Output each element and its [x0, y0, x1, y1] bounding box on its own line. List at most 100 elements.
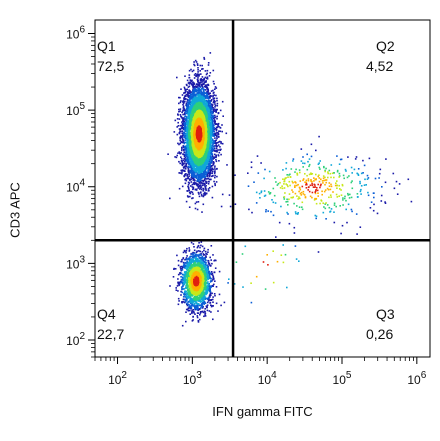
- event-dot: [183, 154, 186, 157]
- event-dot: [214, 267, 217, 269]
- event-dot: [214, 280, 216, 282]
- event-dot: [336, 155, 338, 157]
- event-dot: [210, 99, 213, 101]
- event-dot: [199, 81, 201, 84]
- event-dot: [200, 163, 203, 166]
- event-dot: [205, 182, 208, 184]
- event-dot: [201, 79, 204, 81]
- event-dot: [356, 193, 359, 195]
- event-dot: [195, 201, 198, 203]
- event-dot: [182, 284, 185, 286]
- event-dot: [199, 78, 202, 81]
- event-dot: [198, 297, 200, 300]
- event-dot: [188, 250, 191, 252]
- event-dot: [259, 197, 261, 199]
- event-dot: [208, 96, 211, 98]
- event-dot: [188, 139, 190, 141]
- event-dot: [199, 246, 201, 249]
- event-dot: [204, 92, 206, 94]
- event-dot: [207, 92, 209, 95]
- event-dot: [209, 152, 211, 155]
- event-dot: [189, 296, 192, 298]
- event-dot: [260, 162, 262, 164]
- event-dot: [211, 115, 214, 118]
- event-dot: [265, 209, 267, 211]
- event-dot: [215, 126, 218, 129]
- event-dot: [182, 101, 184, 103]
- event-dot: [204, 76, 207, 79]
- event-dot: [179, 162, 181, 165]
- event-dot: [203, 194, 205, 197]
- event-dot: [184, 75, 186, 77]
- event-dot: [241, 253, 244, 255]
- event-dot: [193, 100, 195, 103]
- event-dot: [317, 251, 320, 253]
- event-dot: [188, 95, 190, 97]
- event-dot: [189, 195, 191, 198]
- event-dot: [183, 175, 186, 178]
- event-dot: [188, 247, 190, 249]
- event-dot: [188, 92, 190, 95]
- event-dot: [185, 104, 188, 106]
- event-dot: [185, 178, 187, 180]
- event-dot: [200, 262, 203, 265]
- event-dot: [211, 119, 214, 122]
- event-dot: [203, 315, 205, 318]
- event-dot: [356, 233, 358, 235]
- event-dot: [207, 259, 209, 262]
- event-dot: [203, 257, 205, 260]
- event-dot: [188, 259, 191, 262]
- event-dot: [213, 145, 216, 147]
- event-dot: [205, 306, 208, 308]
- event-dot: [214, 170, 216, 173]
- event-dot: [205, 185, 207, 187]
- event-dot: [326, 204, 329, 206]
- event-dot: [359, 180, 361, 183]
- event-dot: [193, 90, 195, 93]
- event-dot: [205, 181, 207, 184]
- event-dot: [183, 118, 185, 121]
- event-dot: [221, 124, 223, 126]
- event-dot: [188, 85, 191, 88]
- event-dot: [181, 185, 184, 188]
- event-dot: [286, 200, 289, 203]
- event-dot: [192, 113, 194, 115]
- event-dot: [209, 97, 211, 99]
- event-dot: [208, 162, 211, 164]
- event-dot: [180, 281, 182, 284]
- event-dot: [202, 182, 205, 185]
- event-dot: [185, 95, 187, 97]
- event-dot: [376, 212, 379, 215]
- event-dot: [211, 106, 214, 109]
- event-dot: [185, 98, 187, 100]
- event-dot: [201, 298, 203, 301]
- event-dot: [185, 249, 188, 252]
- event-dot: [205, 77, 208, 80]
- event-dot: [207, 283, 210, 285]
- event-dot: [180, 169, 182, 172]
- event-dot: [185, 311, 187, 313]
- event-dot: [206, 289, 208, 292]
- event-dot: [288, 222, 291, 225]
- event-dot: [195, 86, 198, 88]
- event-dot: [198, 296, 200, 298]
- event-dot: [185, 300, 187, 303]
- event-dot: [181, 258, 183, 261]
- event-dot: [217, 136, 220, 138]
- event-dot: [199, 90, 201, 92]
- event-dot: [179, 101, 182, 104]
- event-dot: [250, 301, 253, 304]
- event-dot: [285, 162, 288, 164]
- event-dot: [296, 212, 299, 215]
- event-dot: [212, 112, 214, 115]
- event-dot: [216, 142, 219, 144]
- event-dot: [206, 297, 208, 300]
- event-dot: [215, 302, 218, 305]
- event-dot: [205, 189, 207, 191]
- event-dot: [300, 148, 303, 150]
- event-dot: [193, 297, 196, 299]
- event-dot: [189, 95, 192, 97]
- event-dot: [182, 138, 184, 141]
- event-dot: [196, 89, 198, 92]
- event-dot: [202, 68, 204, 70]
